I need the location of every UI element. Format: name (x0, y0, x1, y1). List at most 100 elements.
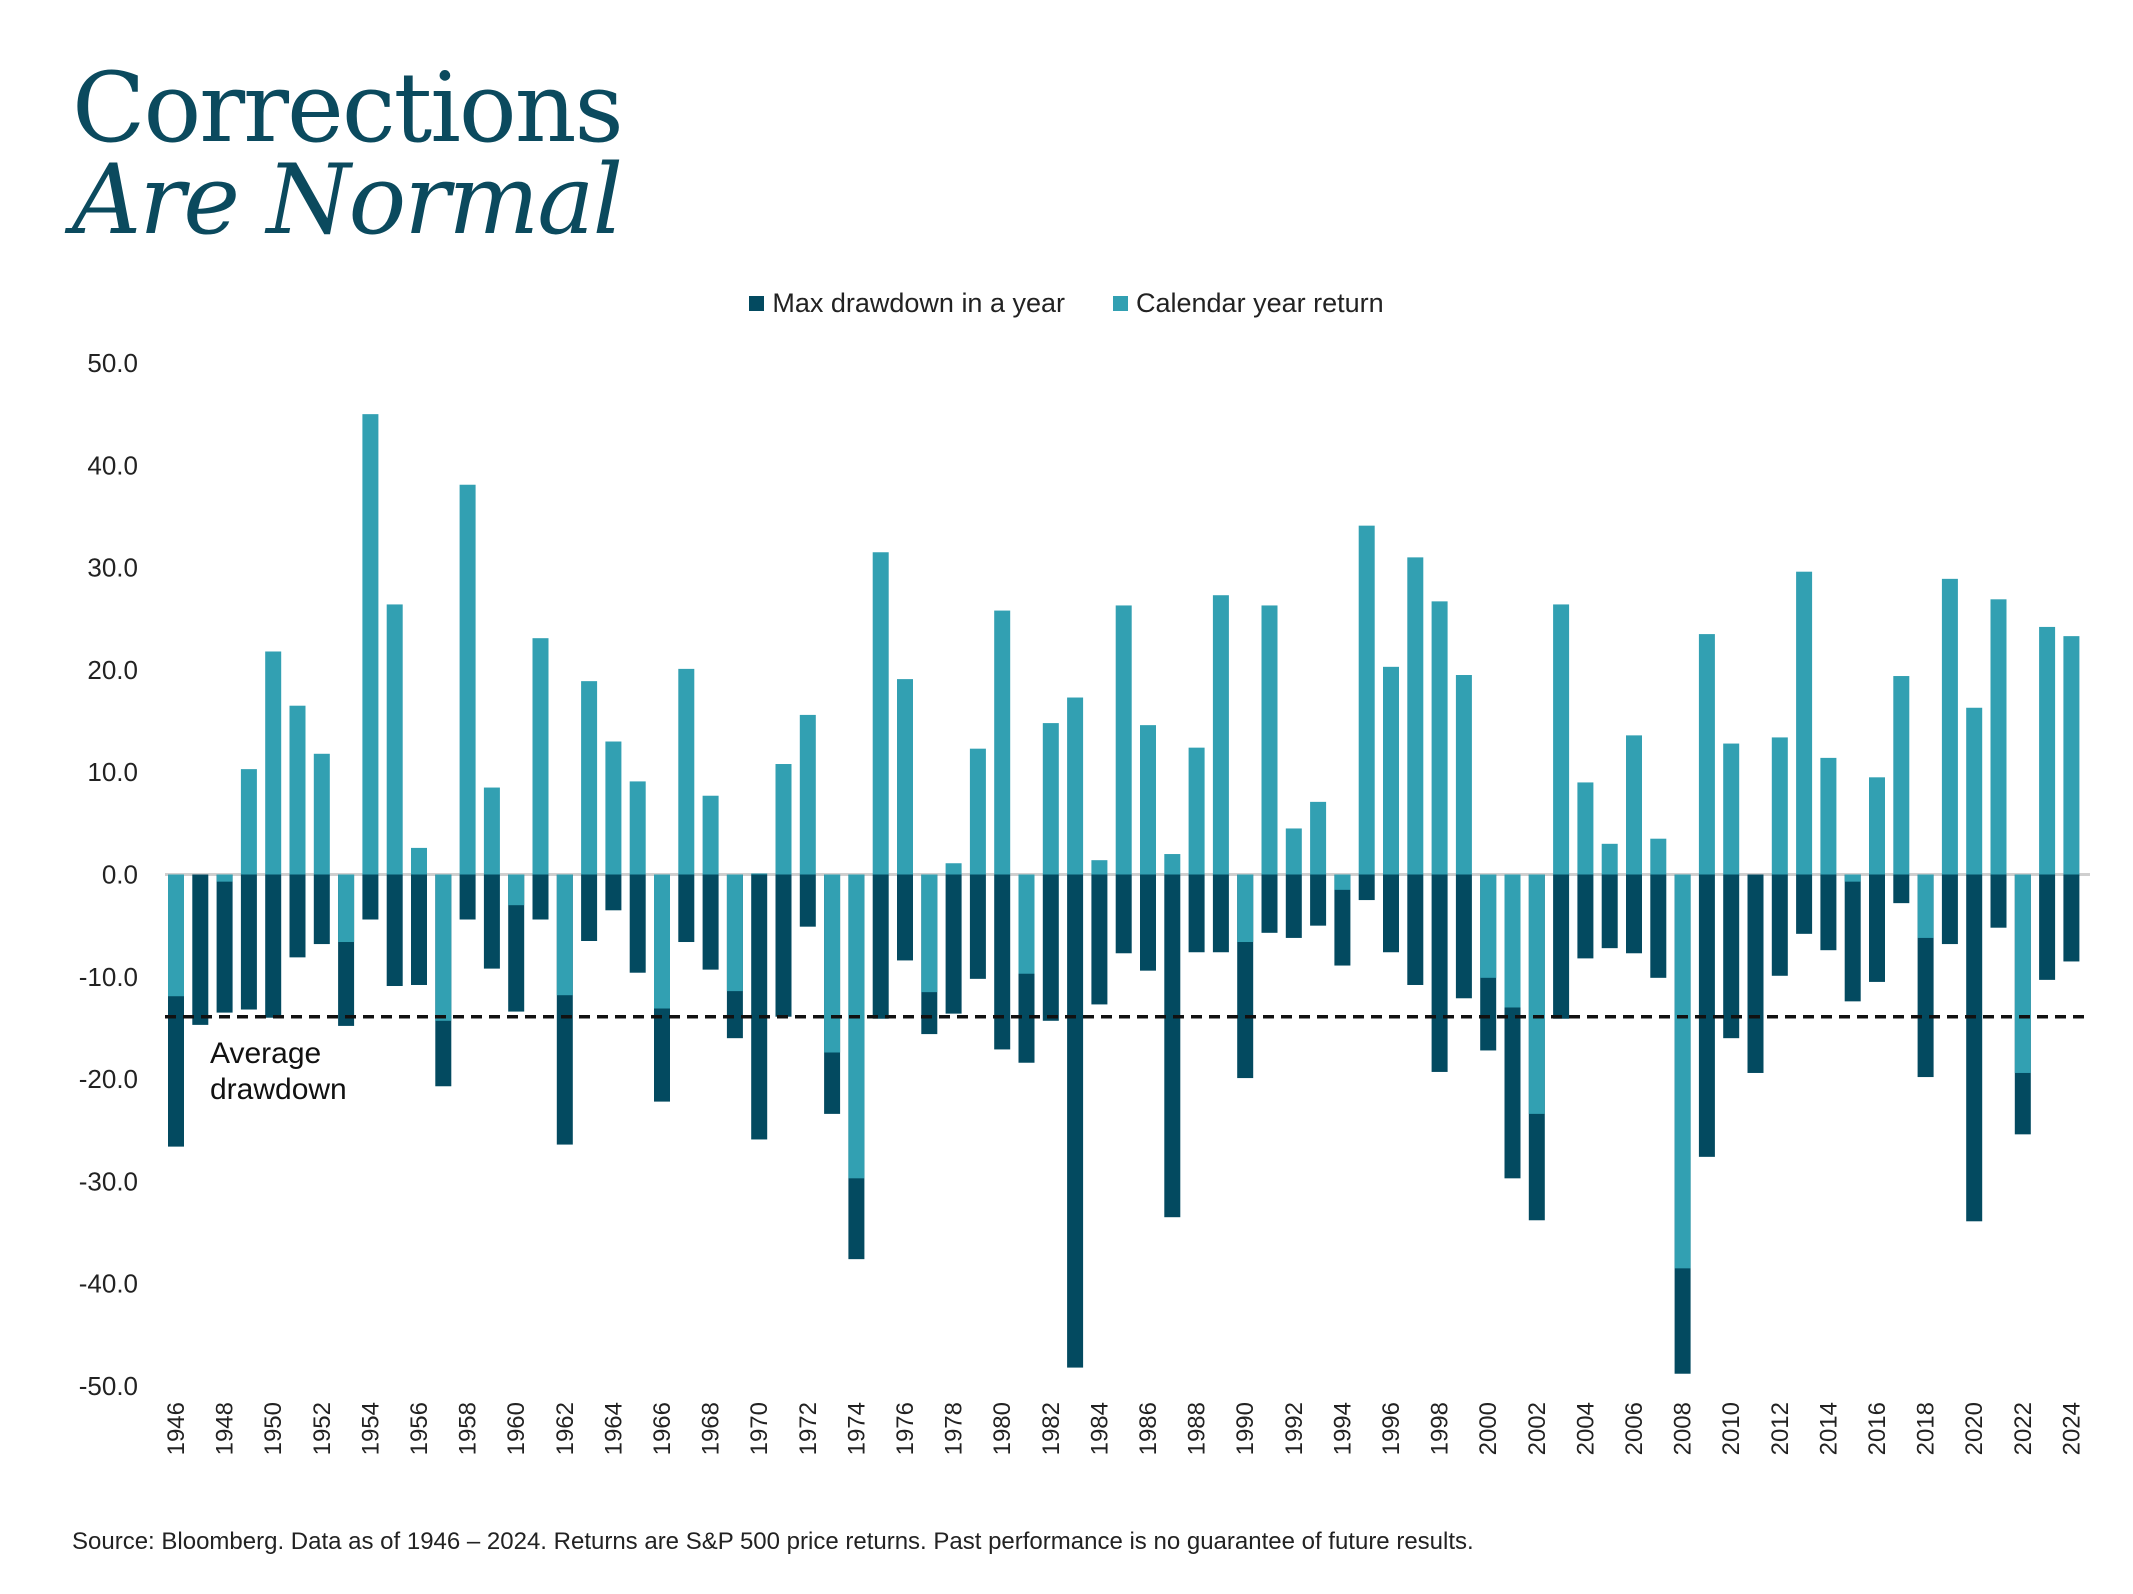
return-bar (1504, 874, 1521, 1008)
title-line-1: Corrections (72, 52, 624, 164)
return-bar (240, 769, 257, 875)
return-bar (945, 863, 962, 875)
return-bar (921, 874, 938, 993)
drawdown-bar (362, 874, 379, 920)
drawdown-bar (1285, 874, 1302, 938)
return-bar (605, 741, 622, 875)
x-tick-label: 1976 (892, 1402, 919, 1455)
drawdown-bar (702, 874, 719, 970)
x-tick-label: 2022 (2010, 1402, 2037, 1455)
return-bar (1869, 777, 1885, 875)
legend-label-drawdown: Max drawdown in a year (772, 288, 1065, 318)
return-bar (994, 610, 1011, 875)
x-tick-label: 1966 (649, 1402, 676, 1455)
return-bar (1140, 725, 1156, 875)
legend-swatch-return (1113, 296, 1128, 311)
drawdown-bar (192, 874, 209, 1025)
return-bar (216, 874, 233, 882)
return-bar (1820, 757, 1837, 875)
drawdown-bar (313, 874, 330, 945)
drawdown-bar (945, 874, 962, 1014)
return-bar (483, 787, 500, 875)
drawdown-bar (1601, 874, 1618, 949)
return-bar (872, 552, 889, 875)
drawdown-bar (411, 874, 427, 985)
return-bar (2039, 626, 2056, 875)
drawdown-bar (265, 874, 282, 1018)
return-bar (1577, 782, 1594, 875)
x-tick-label: 1968 (698, 1402, 725, 1455)
x-tick-label: 2024 (2058, 1402, 2085, 1455)
x-tick-label: 2016 (1864, 1402, 1891, 1455)
x-tick-label: 2018 (1913, 1402, 1940, 1455)
x-tick-label: 1958 (455, 1402, 482, 1455)
drawdown-bar (1747, 874, 1764, 1073)
drawdown-bar (1796, 874, 1813, 934)
drawdown-bar (1820, 874, 1837, 951)
return-bar (362, 414, 379, 875)
drawdown-bar (872, 874, 889, 1019)
drawdown-bar (1067, 874, 1084, 1368)
return-bar (1917, 874, 1934, 938)
return-bar (1407, 557, 1424, 875)
return-bar (1990, 599, 2007, 875)
x-tick-label: 1986 (1135, 1402, 1162, 1455)
legend-item-return: Calendar year return (1113, 288, 1384, 319)
x-tick-label: 1954 (357, 1402, 384, 1455)
x-tick-label: 1950 (260, 1402, 287, 1455)
drawdown-bar (240, 874, 257, 1010)
return-bar (654, 874, 670, 1009)
return-bar (1285, 828, 1302, 875)
drawdown-bar (605, 874, 622, 911)
y-tick-label: -40.0 (79, 1269, 138, 1299)
return-bar (1261, 605, 1278, 875)
drawdown-bar (1431, 874, 1448, 1072)
average-drawdown-label: Average (210, 1037, 321, 1070)
drawdown-bar (2063, 874, 2080, 962)
average-drawdown-label: drawdown (210, 1073, 347, 1106)
return-bar (1650, 838, 1667, 875)
drawdown-bar (532, 874, 549, 920)
title-line-2: Are Normal (72, 144, 623, 256)
x-tick-label: 2004 (1572, 1402, 1599, 1455)
return-bar (265, 651, 282, 875)
return-bar (1626, 735, 1642, 875)
y-tick-label: 0.0 (102, 860, 138, 890)
x-tick-label: 1972 (795, 1402, 822, 1455)
drawdown-bar (751, 874, 768, 1140)
drawdown-bar (459, 874, 476, 920)
x-tick-label: 2012 (1767, 1402, 1794, 1455)
drawdown-bar (678, 874, 695, 943)
return-bar (726, 874, 743, 992)
return-bar (799, 714, 816, 875)
drawdown-bar (1553, 874, 1570, 1019)
return-bar (1018, 874, 1035, 974)
return-bar (581, 681, 598, 875)
drawdown-bar (969, 874, 986, 979)
return-bar (1455, 675, 1472, 875)
x-tick-label: 1994 (1329, 1402, 1356, 1455)
x-tick-label: 2006 (1621, 1402, 1648, 1455)
x-tick-label: 1956 (406, 1402, 433, 1455)
legend: Max drawdown in a year Calendar year ret… (0, 288, 2133, 319)
drawdown-bar (1626, 874, 1642, 954)
drawdown-bar (1334, 874, 1351, 966)
drawdown-bar (1723, 874, 1740, 1039)
drawdown-bar (508, 874, 525, 1012)
x-tick-label: 1964 (600, 1402, 627, 1455)
x-tick-label: 2020 (1961, 1402, 1988, 1455)
drawdown-bar (1042, 874, 1059, 1021)
return-bar (1723, 743, 1740, 875)
x-tick-label: 1946 (163, 1402, 190, 1455)
drawdown-bar (1358, 874, 1375, 901)
return-bar (435, 874, 452, 1021)
x-tick-label: 2010 (1718, 1402, 1745, 1455)
return-bar (1553, 604, 1570, 875)
return-bar (678, 668, 695, 875)
drawdown-bar (386, 874, 403, 987)
return-bar (629, 781, 646, 875)
drawdown-bar (1990, 874, 2007, 928)
x-tick-label: 2014 (1815, 1402, 1842, 1455)
return-bar (1771, 737, 1788, 875)
